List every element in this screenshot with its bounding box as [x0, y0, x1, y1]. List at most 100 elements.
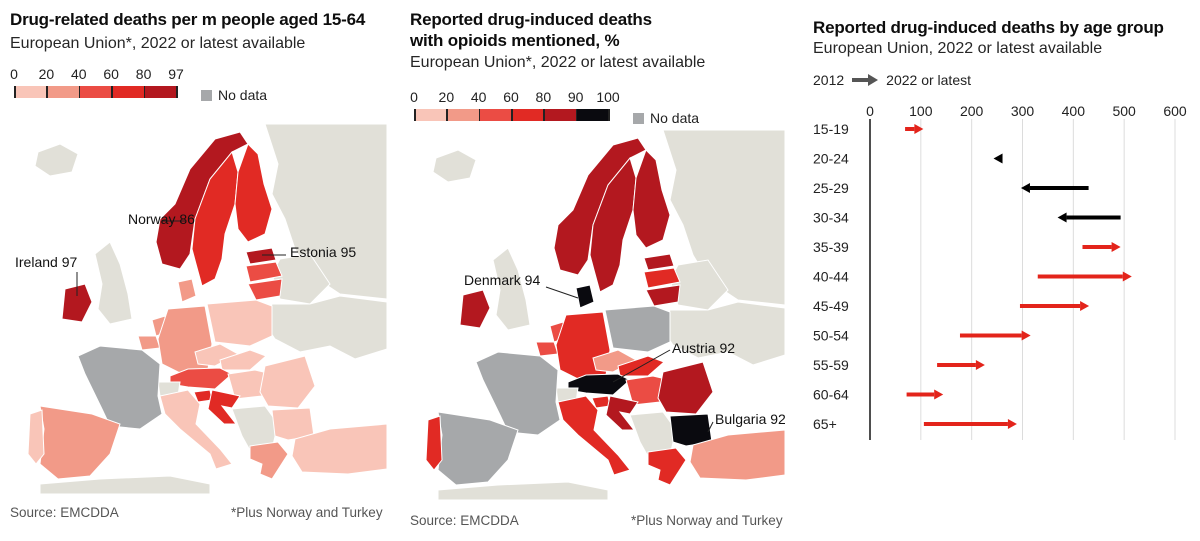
arrow-legend-from: 2012 — [813, 72, 845, 88]
footnote-middle: *Plus Norway and Turkey — [631, 513, 783, 528]
arrow-shaft — [1066, 215, 1121, 220]
arrow-head — [1122, 271, 1132, 282]
legend-tick-label: 20 — [438, 89, 455, 105]
arrow-head — [934, 389, 944, 400]
arrow-head — [1057, 212, 1067, 223]
arrow-head — [1021, 330, 1031, 341]
map-left: Norway 86 Estonia 95 Ireland 97 — [15, 124, 387, 494]
country-ireland — [459, 289, 491, 329]
legend-tick-mark — [575, 109, 578, 121]
arrow-55-59 — [937, 360, 985, 370]
category-label: 30-34 — [813, 210, 849, 226]
map-middle: Denmark 94 Austria 92 Bulgaria 92 — [425, 130, 785, 501]
legend-swatch — [478, 109, 511, 121]
country-northafrica — [437, 481, 609, 501]
color-legend-middle: 0 20 40 60 80 90 100 — [410, 89, 620, 121]
country-estonia — [643, 253, 675, 271]
category-label: 25-29 — [813, 180, 849, 196]
source-note-left: Source: EMCDDA — [10, 505, 119, 520]
country-estonia — [245, 247, 277, 265]
country-portugal — [425, 415, 443, 471]
legend-tick-mark — [511, 109, 513, 121]
arrow-shaft — [959, 333, 1022, 338]
country-uk — [492, 247, 531, 331]
arrow-head — [1080, 301, 1090, 311]
country-denmark — [177, 278, 197, 303]
legend-color-bar — [414, 107, 610, 121]
x-tick-label: 300 — [1011, 103, 1035, 119]
country-france — [475, 351, 561, 436]
arrow-head — [975, 360, 985, 370]
country-croatia — [207, 389, 241, 425]
panel-title-line2: with opioids mentioned, % — [410, 31, 620, 50]
arrow-60-64 — [906, 389, 944, 400]
legend-swatch — [510, 109, 544, 121]
arrow-head — [914, 124, 924, 134]
country-france — [77, 345, 163, 430]
arrow-head — [993, 153, 1003, 164]
legend-swatch — [543, 109, 576, 121]
legend-tick-labels: 0 20 40 60 80 90 100 — [410, 89, 620, 107]
arrow-head — [1007, 419, 1017, 429]
legend-tick-label: 20 — [38, 66, 55, 82]
arrow-40-44 — [1037, 271, 1132, 282]
country-romania — [657, 361, 714, 415]
legend-tick-label: 90 — [567, 89, 584, 105]
x-tick-label: 100 — [909, 103, 933, 119]
country-greece — [647, 447, 687, 486]
legend-tick-mark — [46, 86, 48, 98]
arrow-30-34 — [1057, 212, 1121, 223]
arrow-45-49 — [1019, 301, 1090, 311]
country-lithuania — [645, 284, 681, 307]
x-tick-label: 0 — [866, 103, 874, 119]
country-romania — [259, 355, 316, 409]
no-data-legend-left: No data — [201, 87, 267, 103]
arrow-shaft — [1029, 186, 1089, 190]
country-finland — [632, 149, 671, 249]
panel-deaths-by-age: Reported drug-induced deaths by age grou… — [813, 0, 1198, 59]
arrow-head — [1020, 183, 1030, 193]
panel-subtitle: European Union*, 2022 or latest availabl… — [10, 35, 306, 52]
category-label: 45-49 — [813, 298, 849, 314]
country-turkey — [689, 429, 785, 481]
category-label: 60-64 — [813, 387, 849, 403]
country-lithuania — [247, 278, 283, 301]
arrow-legend-icon — [852, 74, 879, 86]
arrow-15-19 — [905, 124, 924, 134]
no-data-swatch — [633, 112, 644, 124]
panel-title: Drug-related deaths per m people aged 15… — [10, 10, 366, 29]
no-data-legend-middle: No data — [633, 110, 699, 126]
country-italy — [159, 389, 233, 470]
arrow-shaft — [1019, 304, 1081, 308]
arrow-legend-to: 2022 or latest — [886, 72, 971, 88]
country-turkey — [291, 423, 387, 475]
country-italy — [557, 395, 631, 476]
x-tick-label: 600 — [1163, 103, 1187, 119]
color-legend-left: 0 20 40 60 80 97 — [10, 66, 184, 98]
annotation-estonia: Estonia 95 — [290, 244, 356, 260]
country-belgium — [535, 341, 559, 357]
arrow-head — [1111, 242, 1121, 252]
legend-tick-mark — [608, 109, 610, 121]
legend-swatch — [111, 86, 144, 98]
source-note-middle: Source: EMCDDA — [410, 513, 519, 528]
arrow-shaft — [905, 127, 915, 131]
legend-tick-label: 60 — [103, 66, 119, 82]
legend-tick-mark — [111, 86, 113, 98]
country-denmark — [575, 284, 595, 309]
legend-tick-mark — [478, 109, 481, 121]
arrow-50-54 — [959, 330, 1031, 341]
arrow-chart: 0 100 200 300 400 500 600 15-19 20-24 25-29 30-34 3… — [813, 103, 1187, 440]
country-portugal — [27, 409, 45, 465]
annotation-leader-line — [612, 349, 671, 383]
country-croatia — [605, 395, 639, 431]
legend-swatch — [78, 86, 112, 98]
legend-tick-mark — [78, 86, 81, 98]
legend-tick-mark — [543, 109, 545, 121]
x-tick-label: 500 — [1112, 103, 1136, 119]
country-northafrica — [39, 475, 211, 494]
category-label: 40-44 — [813, 269, 849, 285]
panel-subtitle: European Union*, 2022 or latest availabl… — [410, 54, 706, 71]
arrow-shaft — [906, 392, 935, 397]
legend-tick-labels: 0 20 40 60 80 97 — [10, 66, 184, 84]
